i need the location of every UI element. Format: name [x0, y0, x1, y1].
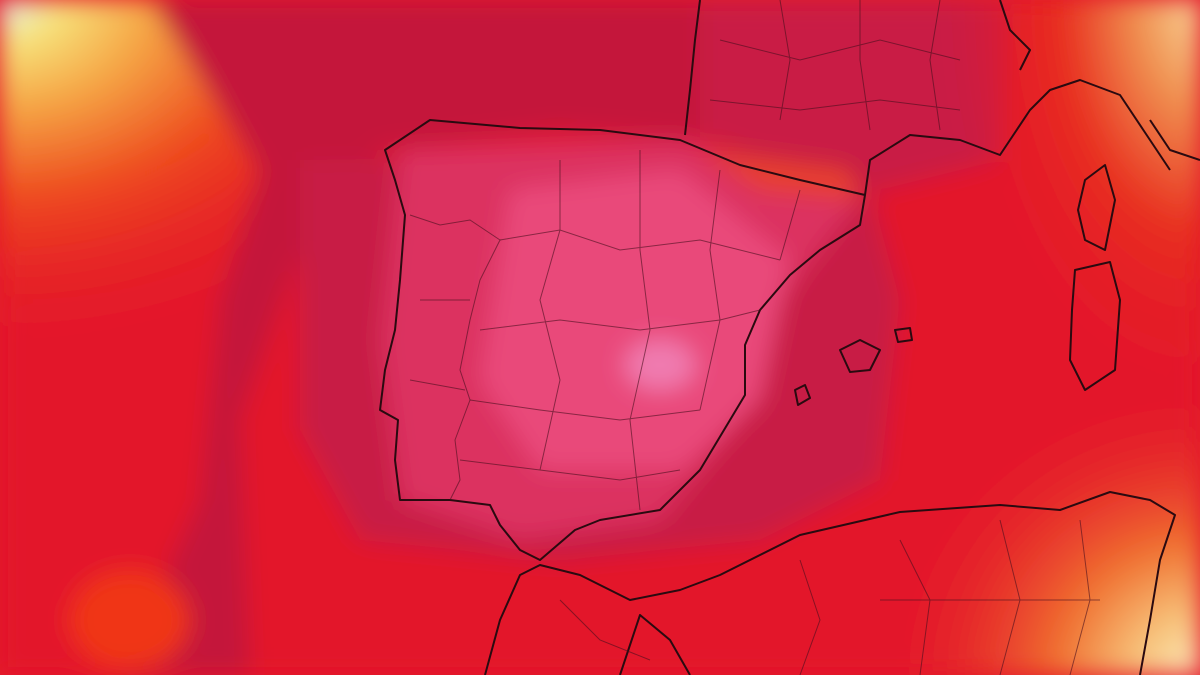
france-north-coast [999, 0, 1031, 71]
france-med-coast [864, 79, 1171, 196]
crimson-band [120, 0, 700, 675]
france-lines [709, 0, 961, 131]
balearic-islands [794, 327, 913, 406]
iberia-hot-core [480, 170, 790, 470]
admin-borders [409, 0, 1100, 675]
sicily-coast [1149, 119, 1200, 161]
africa-lines [559, 519, 1100, 675]
province-lines [409, 150, 801, 511]
coastlines [379, 0, 1200, 675]
france-coast [684, 0, 701, 136]
strait-coast [619, 614, 691, 675]
italy-field [950, 0, 1200, 420]
portugal-border [409, 214, 501, 501]
africa-coast [484, 491, 1176, 675]
iberia-coast [379, 119, 866, 561]
sardinia [1069, 261, 1121, 391]
corsica [1077, 164, 1116, 251]
atlantic-warm-patch [70, 570, 190, 670]
central-peak [625, 340, 695, 390]
north-africa-field [880, 380, 1200, 675]
